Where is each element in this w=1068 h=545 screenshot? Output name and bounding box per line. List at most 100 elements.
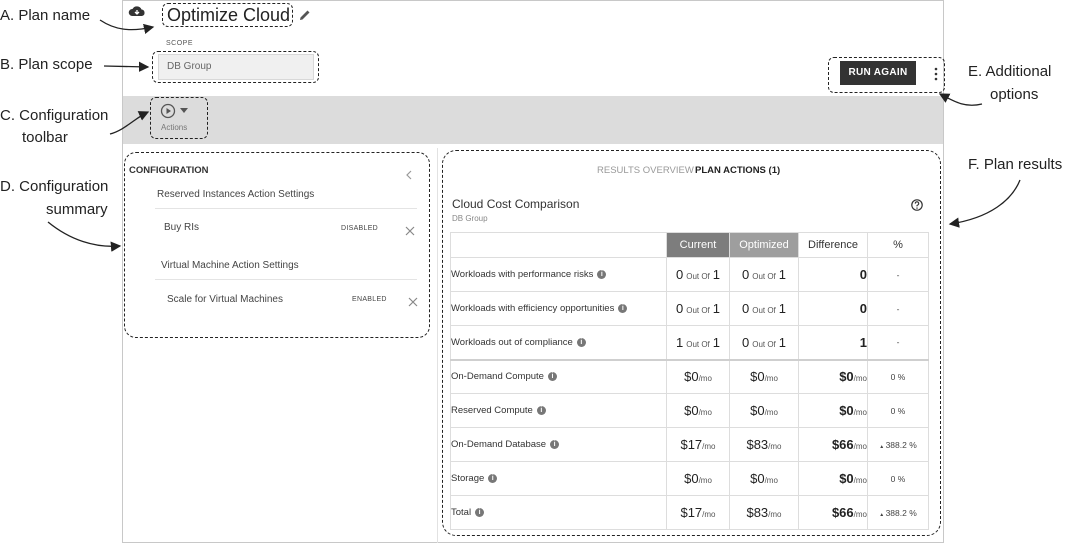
unit-label: /mo xyxy=(764,476,778,485)
row-label-text: Total xyxy=(451,507,472,518)
out-of-label: Out Of xyxy=(686,272,710,281)
results-subtitle: DB Group xyxy=(452,214,488,223)
scale-vms-label: Scale for Virtual Machines xyxy=(167,294,283,305)
row-label-text: Workloads out of compliance xyxy=(451,336,573,348)
value: $17 xyxy=(680,505,703,520)
configuration-toolbar xyxy=(123,96,943,144)
up-arrow-icon: ▲ xyxy=(879,443,886,450)
value: 0 xyxy=(675,267,684,282)
row-label: Workloads with efficiency opportunities i xyxy=(450,291,667,326)
info-icon[interactable]: i xyxy=(536,405,546,415)
value: 388.2 % xyxy=(885,439,917,450)
value: $83 xyxy=(746,505,769,520)
info-icon[interactable]: i xyxy=(475,507,485,517)
more-options-icon[interactable] xyxy=(933,67,939,81)
current-value: $17/mo xyxy=(666,495,730,530)
plan-name[interactable]: Optimize Cloud xyxy=(167,5,291,25)
row-label-text: Workloads with performance risks xyxy=(451,269,594,280)
info-icon[interactable]: i xyxy=(618,303,628,313)
current-value: 0 Out Of 1 xyxy=(666,291,730,326)
ri-settings-heading: Reserved Instances Action Settings xyxy=(157,189,315,200)
out-of-label: Out Of xyxy=(686,339,710,349)
difference-value: $0/mo xyxy=(798,461,868,496)
info-icon[interactable]: i xyxy=(547,372,557,382)
unit-label: /mo xyxy=(698,374,712,384)
cloud-icon xyxy=(128,6,145,16)
close-icon[interactable] xyxy=(405,226,415,236)
value: 0 % xyxy=(890,473,906,484)
difference-value: 0 xyxy=(798,257,868,292)
unit-label: /mo xyxy=(702,442,716,451)
callout-additional-options-2: options xyxy=(990,86,1039,103)
unit-label: /mo xyxy=(853,476,867,485)
chevron-down-icon[interactable] xyxy=(180,108,188,113)
info-icon[interactable]: i xyxy=(576,337,586,347)
value: 0 xyxy=(741,301,750,316)
optimized-value: $0/mo xyxy=(729,358,799,394)
callout-config-toolbar: C. Configuration xyxy=(0,107,109,124)
buy-ris-label: Buy RIs xyxy=(164,222,200,233)
pencil-icon[interactable] xyxy=(298,8,312,22)
row-label-text: Storage xyxy=(451,473,485,484)
value: - xyxy=(896,337,900,348)
current-value: 0 Out Of 1 xyxy=(666,257,730,292)
unit-label: /mo xyxy=(698,408,712,417)
info-icon[interactable]: i xyxy=(550,439,560,449)
value: $0 xyxy=(684,369,699,385)
value: $17 xyxy=(680,437,703,452)
cost-comparison-table: Current Optimized Difference % Workloads… xyxy=(450,232,929,530)
unit-label: /mo xyxy=(853,374,867,384)
row-label-text: Workloads with efficiency opportunities xyxy=(451,303,615,314)
value: $66 xyxy=(831,505,854,520)
optimized-value: $83/mo xyxy=(729,495,799,530)
value: 0 xyxy=(741,267,750,282)
value-total: 1 xyxy=(778,334,787,350)
scope-highlight xyxy=(152,51,319,83)
value-total: 1 xyxy=(712,334,721,350)
status-badge: DISABLED xyxy=(341,225,379,232)
results-title: Cloud Cost Comparison xyxy=(452,197,580,211)
run-again-button[interactable]: RUN AGAIN xyxy=(840,61,916,85)
difference-value: $0/mo xyxy=(798,358,868,394)
percent-value: 0 % xyxy=(867,393,929,428)
row-label: Workloads with performance risks i xyxy=(450,257,667,292)
play-icon[interactable] xyxy=(160,103,176,119)
help-icon[interactable] xyxy=(911,199,923,211)
info-icon[interactable]: i xyxy=(488,473,498,483)
value: $0 xyxy=(684,403,699,418)
tab-plan-actions[interactable]: PLAN ACTIONS (1) xyxy=(695,165,781,176)
value: $0 xyxy=(684,471,699,486)
toolbar-highlight xyxy=(150,97,208,139)
callout-plan-results: F. Plan results xyxy=(968,156,1063,173)
table-row: Total i $17/mo $83/mo $66/mo ▲ 388.2 % xyxy=(450,495,929,530)
tab-results-overview[interactable]: RESULTS OVERVIEW xyxy=(597,165,694,176)
column-header: % xyxy=(867,232,929,258)
table-corner xyxy=(450,232,667,258)
value: 0 xyxy=(675,301,684,316)
value: $0 xyxy=(839,471,854,486)
panel-divider xyxy=(437,148,438,543)
info-icon[interactable]: i xyxy=(597,269,607,279)
callout-config-summary: D. Configuration xyxy=(0,178,109,195)
scope-field[interactable]: DB Group xyxy=(158,54,314,80)
chevron-left-icon[interactable] xyxy=(406,170,412,180)
out-of-label: Out Of xyxy=(686,306,710,315)
plan-name-highlight xyxy=(162,3,293,27)
column-header: Optimized xyxy=(729,232,799,258)
table-row: Reserved Compute i $0/mo $0/mo $0/mo 0 % xyxy=(450,393,929,428)
value: 0 % xyxy=(890,371,906,382)
value: 1 xyxy=(675,334,684,350)
value: 0 xyxy=(859,301,867,316)
up-arrow-icon: ▲ xyxy=(879,511,886,518)
percent-value: ▲ 388.2 % xyxy=(867,495,929,530)
table-row: Workloads with performance risks i 0 Out Of… xyxy=(450,257,929,292)
value: 0 xyxy=(741,334,750,350)
unit-label: /mo xyxy=(764,408,778,417)
unit-label: /mo xyxy=(764,374,778,384)
unit-label: /mo xyxy=(702,510,716,519)
unit-label: /mo xyxy=(853,408,867,417)
unit-label: /mo xyxy=(853,510,867,519)
vm-settings-heading: Virtual Machine Action Settings xyxy=(161,260,299,271)
callout-config-summary-2: summary xyxy=(46,201,108,218)
close-icon[interactable] xyxy=(408,297,418,307)
